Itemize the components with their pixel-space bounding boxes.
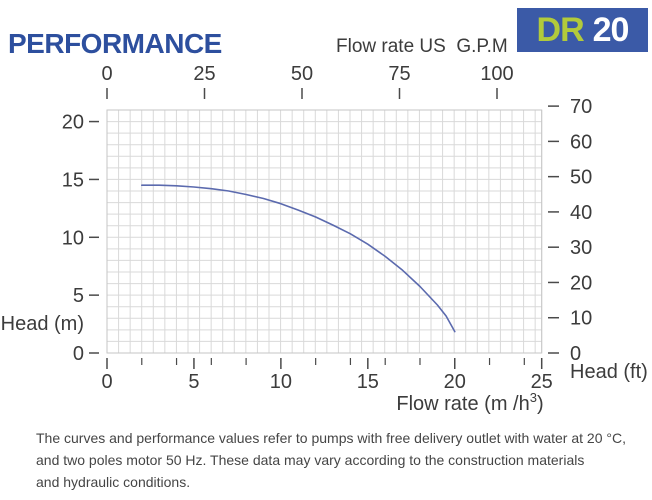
bottom-axis-tick-label: 15 — [357, 371, 379, 393]
page-title: PERFORMANCE — [8, 28, 222, 59]
right-axis-tick-label: 70 — [570, 96, 592, 118]
top-axis-tick-label: 75 — [388, 63, 410, 85]
model-series-label: DR — [536, 10, 585, 49]
left-axis-tick-label: 10 — [62, 227, 84, 249]
right-axis-tick-label: 30 — [570, 237, 592, 259]
right-axis-title: Head (ft) — [570, 361, 648, 383]
right-axis-tick-label: 20 — [570, 272, 592, 294]
footer-note: The curves and performance values refer … — [36, 427, 648, 493]
bottom-axis-tick-label: 0 — [101, 371, 112, 393]
footer-note-line: The curves and performance values refer … — [36, 430, 626, 446]
top-axis-tick-label: 25 — [193, 63, 215, 85]
bottom-axis-tick-label: 25 — [531, 371, 553, 393]
model-size-label: 20 — [592, 10, 630, 49]
left-axis-tick-label: 0 — [73, 343, 84, 365]
footer-note-line: and hydraulic conditions. — [36, 474, 191, 490]
top-axis-tick-label: 50 — [291, 63, 313, 85]
plot-border — [106, 109, 543, 354]
bottom-axis-title: Flow rate (m /h3) — [396, 390, 543, 415]
right-axis-tick-label: 50 — [570, 167, 592, 189]
footer-note-line: and two poles motor 50 Hz. These data ma… — [36, 452, 585, 468]
top-axis-title: Flow rate US G.P.M — [336, 36, 508, 57]
right-axis-tick-label: 0 — [570, 343, 581, 365]
bottom-axis-tick-label: 10 — [270, 371, 292, 393]
right-axis-tick-label: 40 — [570, 202, 592, 224]
left-axis-tick-label: 15 — [62, 169, 84, 191]
top-axis-tick-label: 0 — [101, 63, 112, 85]
top-axis-tick-label: 100 — [480, 63, 513, 85]
left-axis-tick-label: 20 — [62, 112, 84, 134]
bottom-axis-tick-label: 5 — [188, 371, 199, 393]
left-axis-title: Head (m) — [1, 313, 84, 335]
right-axis-tick-label: 60 — [570, 131, 592, 153]
left-axis-tick-label: 5 — [73, 285, 84, 307]
head-curve — [141, 184, 456, 333]
model-badge: DR 20 — [517, 8, 648, 52]
right-axis-tick-label: 10 — [570, 308, 592, 330]
bottom-axis-tick-label: 20 — [444, 371, 466, 393]
